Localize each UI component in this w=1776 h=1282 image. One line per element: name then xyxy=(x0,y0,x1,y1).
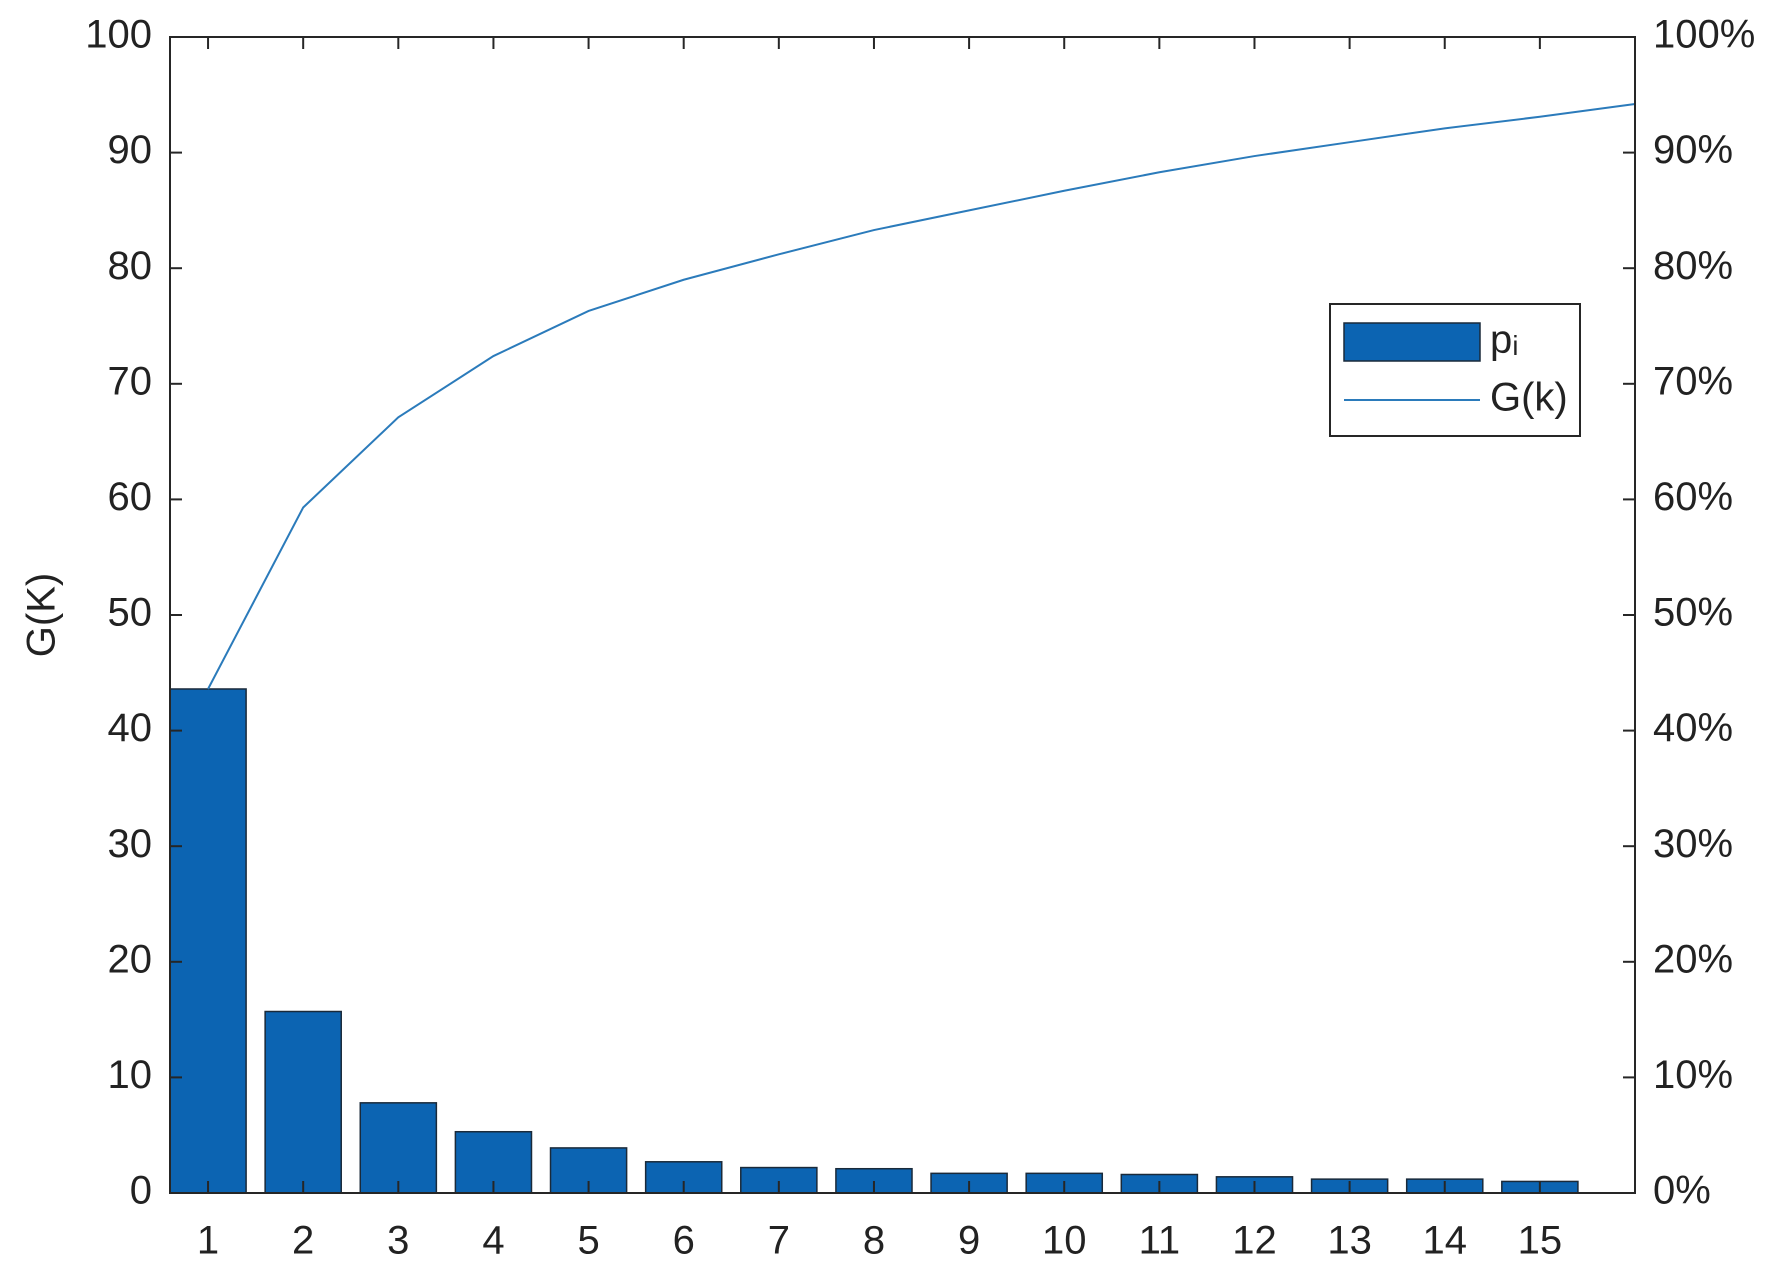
y2-tick-label: 60% xyxy=(1653,475,1733,519)
x-tick-label: 6 xyxy=(673,1219,695,1263)
x-tick-label: 1 xyxy=(197,1219,219,1263)
x-tick-label: 8 xyxy=(863,1219,885,1263)
x-tick-label: 2 xyxy=(292,1219,314,1263)
x-tick-label: 12 xyxy=(1232,1219,1277,1263)
y-tick-label: 30 xyxy=(108,822,153,866)
plot-frame xyxy=(169,36,1636,1194)
legend-label: pᵢ xyxy=(1490,318,1519,362)
y-tick-label: 50 xyxy=(108,591,153,635)
y2-tick-label: 20% xyxy=(1653,937,1733,981)
y-tick-label: 40 xyxy=(108,706,153,750)
cumulative-line xyxy=(207,103,1636,690)
y-axis-label: G(K) xyxy=(20,573,64,657)
x-tick-label: 9 xyxy=(958,1219,980,1263)
y-tick-label: 100 xyxy=(85,13,152,57)
y2-tick-label: 90% xyxy=(1653,128,1733,172)
y-tick-label: 0 xyxy=(130,1169,152,1213)
y2-tick-label: 100% xyxy=(1653,13,1755,57)
y2-tick-label: 10% xyxy=(1653,1053,1733,1097)
x-tick-label: 7 xyxy=(768,1219,790,1263)
x-tick-label: 13 xyxy=(1327,1219,1372,1263)
x-tick-label: 5 xyxy=(577,1219,599,1263)
bar xyxy=(359,1102,438,1194)
y2-tick-label: 30% xyxy=(1653,822,1733,866)
y2-tick-label: 80% xyxy=(1653,244,1733,288)
y-tick-label: 70 xyxy=(108,359,153,403)
y-tick-label: 60 xyxy=(108,475,153,519)
x-tick-label: 3 xyxy=(387,1219,409,1263)
y2-tick-label: 0% xyxy=(1653,1169,1711,1213)
y2-tick-label: 40% xyxy=(1653,706,1733,750)
y2-tick-label: 70% xyxy=(1653,359,1733,403)
x-tick-label: 14 xyxy=(1422,1219,1467,1263)
y-tick-label: 80 xyxy=(108,244,153,288)
x-tick-label: 15 xyxy=(1518,1219,1563,1263)
x-tick-label: 4 xyxy=(482,1219,504,1263)
y2-tick-label: 50% xyxy=(1653,591,1733,635)
y-tick-label: 20 xyxy=(108,937,153,981)
y-tick-label: 10 xyxy=(108,1053,153,1097)
bar xyxy=(264,1010,342,1194)
legend-swatch xyxy=(1343,322,1481,362)
legend-label: G(k) xyxy=(1490,376,1568,420)
x-tick-label: 11 xyxy=(1139,1219,1181,1263)
y-tick-label: 90 xyxy=(108,128,153,172)
bar xyxy=(169,688,247,1194)
x-tick-label: 10 xyxy=(1042,1219,1087,1263)
